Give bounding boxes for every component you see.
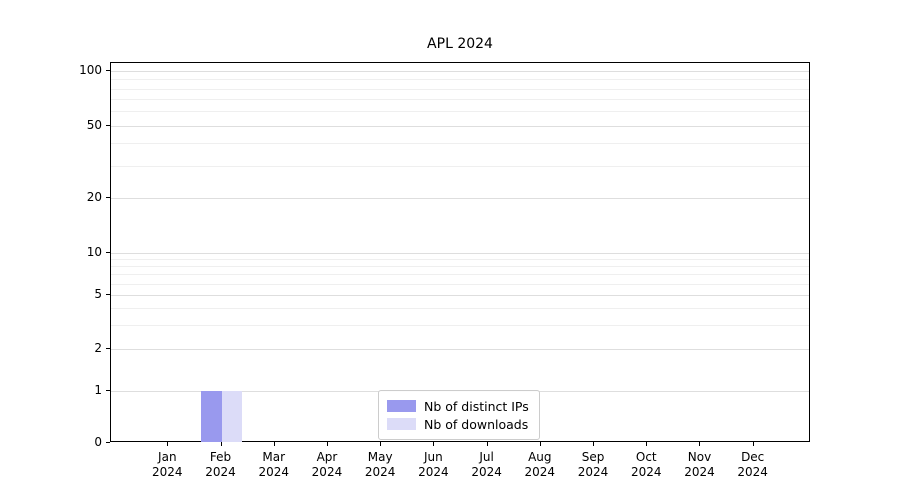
legend-label: Nb of distinct IPs [424, 398, 529, 414]
x-axis-tick-label: Dec 2024 [737, 450, 768, 479]
x-axis-tick-mark [539, 442, 541, 446]
gridline [111, 283, 809, 285]
y-axis-tick-label: 5 [94, 286, 102, 301]
legend-swatch-downloads [387, 418, 416, 430]
y-axis-tick-mark [106, 70, 110, 71]
y-axis-tick-mark [106, 390, 110, 391]
x-axis-tick-label: Oct 2024 [630, 450, 662, 479]
x-axis-tick-label: Jan 2024 [152, 450, 183, 479]
y-axis-tick-label: 2 [94, 341, 102, 356]
y-axis-tick-label: 1 [94, 383, 102, 397]
y-axis-tick-mark [106, 197, 110, 199]
y-axis-tick-label: 20 [86, 190, 102, 205]
x-axis-tick-mark [699, 442, 701, 446]
x-axis-tick-label: Aug 2024 [524, 450, 556, 479]
y-axis-tick-mark [106, 252, 110, 253]
x-axis-tick-mark [167, 442, 169, 446]
y-axis-tick-mark [106, 293, 110, 295]
x-axis-tick-label: May 2024 [364, 450, 396, 479]
legend-swatch-distinct-ips [387, 400, 416, 412]
x-axis-tick-label: Feb 2024 [205, 450, 236, 479]
x-axis-tick-mark [326, 442, 328, 446]
legend-item: Nb of downloads [387, 415, 529, 433]
legend: Nb of distinct IPs Nb of downloads [378, 390, 540, 440]
x-axis-tick-mark [433, 442, 435, 446]
gridline [111, 266, 809, 268]
y-axis-tick-mark [106, 348, 110, 350]
plot-area [110, 62, 810, 442]
gridline [111, 294, 809, 296]
gridline [111, 307, 809, 309]
x-axis-tick-label: Nov 2024 [684, 450, 715, 479]
gridline [111, 325, 809, 327]
gridline [111, 71, 809, 72]
legend-label: Nb of downloads [424, 416, 529, 432]
chart-title: APL 2024 [427, 36, 493, 52]
gridline [111, 79, 809, 81]
gridline [111, 88, 809, 90]
gridline [111, 274, 809, 276]
bar-nb-of-distinct-ips [201, 391, 222, 442]
gridline [111, 198, 809, 200]
gridline [111, 349, 809, 351]
y-axis-tick-label: 0 [94, 435, 102, 449]
x-axis-tick-label: Apr 2024 [311, 450, 343, 479]
x-axis-tick-mark [646, 442, 648, 446]
gridline [111, 99, 809, 101]
y-axis-tick-mark [106, 124, 110, 126]
y-axis-tick-label: 50 [86, 117, 102, 132]
x-axis-tick-label: Sep 2024 [577, 450, 609, 479]
gridline [111, 111, 809, 113]
x-axis-tick-mark [273, 442, 275, 446]
x-axis-tick-mark [380, 442, 382, 446]
x-axis-tick-mark [752, 442, 754, 446]
y-axis-tick-mark [106, 442, 110, 443]
gridline [111, 259, 809, 261]
x-axis-tick-label: Jun 2024 [418, 450, 449, 479]
bar-nb-of-downloads [221, 391, 243, 442]
x-axis-tick-label: Mar 2024 [258, 450, 289, 479]
gridline [111, 253, 809, 254]
x-axis-tick-mark [220, 442, 222, 446]
legend-item: Nb of distinct IPs [387, 397, 529, 415]
gridline [111, 166, 809, 168]
y-axis-tick-label: 100 [79, 63, 102, 77]
gridline [111, 143, 809, 145]
x-axis-tick-mark [486, 442, 488, 446]
x-axis-tick-mark [593, 442, 595, 446]
x-axis-tick-label: Jul 2024 [471, 450, 502, 479]
y-axis-tick-label: 10 [86, 245, 102, 259]
gridline [111, 125, 809, 127]
